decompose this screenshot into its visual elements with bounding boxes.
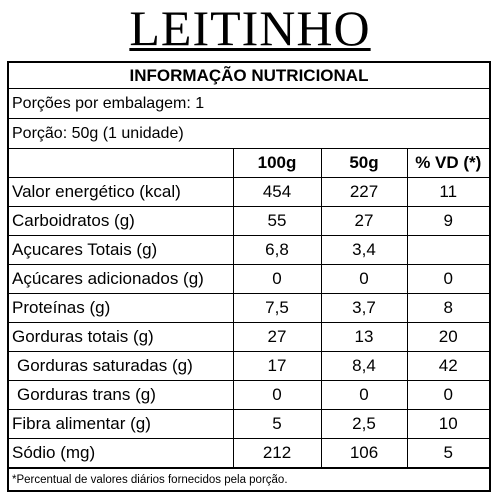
value-per-100g: 212 [232,438,322,468]
table-row: Fibra alimentar (g) 5 2,5 10 [9,409,489,439]
daily-value-percent [406,235,489,265]
value-per-50g: 27 [320,206,408,236]
value-per-50g: 3,7 [320,293,408,323]
value-per-50g: 13 [320,322,408,352]
table-row: Carboidratos (g) 55 27 9 [9,206,489,236]
value-per-100g: 55 [232,206,322,236]
servings-per-package: Porções por embalagem: 1 [9,89,489,119]
daily-value-percent: 8 [406,293,489,323]
nutrition-title: INFORMAÇÃO NUTRICIONAL [9,63,489,89]
value-per-100g: 27 [232,322,322,352]
value-per-100g: 5 [232,409,322,439]
nutrient-name: Proteínas (g) [9,293,234,323]
value-per-50g: 227 [320,177,408,207]
daily-value-percent: 5 [406,438,489,468]
daily-value-percent: 10 [406,409,489,439]
value-per-50g: 2,5 [320,409,408,439]
nutrient-name: Gorduras trans (g) [9,380,234,410]
nutrient-name: Carboidratos (g) [9,206,234,236]
table-header-row: 100g 50g % VD (*) [9,149,489,178]
value-per-50g: 106 [320,438,408,468]
value-per-50g: 8,4 [320,351,408,381]
footnote: *Percentual de valores diários fornecido… [9,468,489,492]
value-per-100g: 0 [232,380,322,410]
serving-size: Porção: 50g (1 unidade) [9,119,489,149]
value-per-100g: 454 [232,177,322,207]
header-per-100g: 100g [232,149,322,178]
nutrient-name: Gorduras saturadas (g) [9,351,234,381]
value-per-100g: 7,5 [232,293,322,323]
nutrient-name: Açúcares adicionados (g) [9,264,234,294]
table-row: Proteínas (g) 7,5 3,7 8 [9,293,489,323]
table-row: Valor energético (kcal) 454 227 11 [9,177,489,207]
value-per-100g: 0 [232,264,322,294]
daily-value-percent: 9 [406,206,489,236]
value-per-50g: 0 [320,264,408,294]
nutrient-name: Fibra alimentar (g) [9,409,234,439]
header-nutrient [9,149,234,178]
table-row: Gorduras totais (g) 27 13 20 [9,322,489,352]
table-row: Gorduras saturadas (g) 17 8,4 42 [9,351,489,381]
table-row: Açúcares adicionados (g) 0 0 0 [9,264,489,294]
value-per-50g: 3,4 [320,235,408,265]
table-row: Sódio (mg) 212 106 5 [9,438,489,468]
daily-value-percent: 11 [406,177,489,207]
table-row: Gorduras trans (g) 0 0 0 [9,380,489,410]
header-daily-value: % VD (*) [406,149,489,178]
daily-value-percent: 0 [406,264,489,294]
table-row: Açucares Totais (g) 6,8 3,4 [9,235,489,265]
daily-value-percent: 42 [406,351,489,381]
nutrient-name: Açucares Totais (g) [9,235,234,265]
value-per-50g: 0 [320,380,408,410]
daily-value-percent: 20 [406,322,489,352]
nutrient-name: Gorduras totais (g) [9,322,234,352]
nutrient-name: Sódio (mg) [9,438,234,468]
nutrition-table: 100g 50g % VD (*) Valor energético (kcal… [9,149,489,468]
value-per-100g: 6,8 [232,235,322,265]
daily-value-percent: 0 [406,380,489,410]
nutrient-name: Valor energético (kcal) [9,177,234,207]
value-per-100g: 17 [232,351,322,381]
header-per-50g: 50g [320,149,408,178]
nutrition-facts-panel: INFORMAÇÃO NUTRICIONAL Porções por embal… [7,61,491,492]
brand-title: LEITINHO [129,0,371,56]
